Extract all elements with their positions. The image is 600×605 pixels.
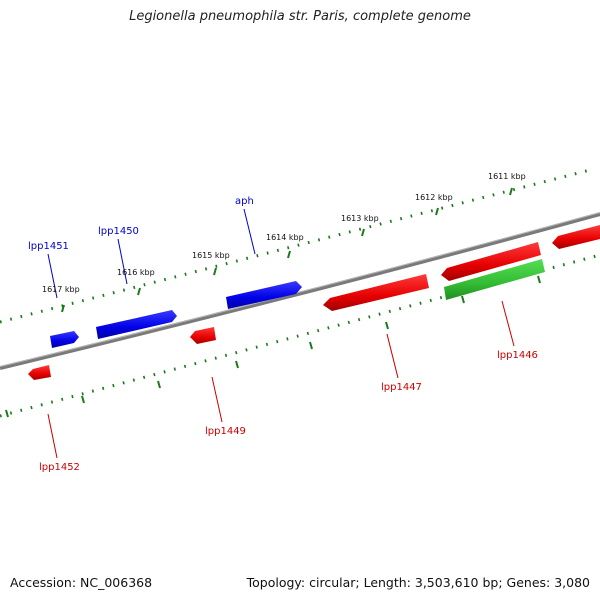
major-tick-1613	[361, 228, 365, 237]
upper-minor-ticks	[0, 168, 591, 324]
forward-genes	[50, 281, 302, 348]
leader-lpp1447	[386, 333, 399, 379]
lower-major-tick-b	[461, 295, 465, 304]
lower-major-tick-g	[81, 395, 85, 404]
major-tick-1614	[287, 250, 291, 259]
gene-labels: aph lpp1450 lpp1451 lpp1446 lpp1447 lpp1…	[28, 196, 538, 473]
scale-label-1611: 1611 kbp	[488, 172, 526, 181]
lower-major-tick-a	[537, 275, 541, 284]
leader-lpp1446	[501, 300, 515, 347]
leader-lpp1450	[117, 238, 128, 285]
lower-major-tick-d	[309, 341, 313, 350]
gene-lpp1452[interactable]	[28, 365, 51, 380]
leader-lpp1451	[47, 253, 58, 299]
leader-lpp1452	[47, 413, 58, 459]
leader-lines	[47, 208, 515, 459]
lower-major-tick-c	[385, 321, 389, 330]
scale-label-1617: 1617 kbp	[42, 285, 80, 294]
label-lpp1447[interactable]: lpp1447	[381, 382, 422, 393]
scale-label-1614: 1614 kbp	[266, 233, 304, 242]
gene-aph[interactable]	[226, 281, 302, 309]
upper-tick-track	[0, 168, 591, 324]
map-title: Legionella pneumophila str. Paris, compl…	[129, 9, 471, 24]
gene-lpp1450[interactable]	[96, 310, 177, 339]
major-tick-1616	[137, 287, 141, 296]
scale-label-1616: 1616 kbp	[117, 268, 155, 277]
lower-major-tick-f	[157, 380, 161, 389]
accession-text: Accession: NC_006368	[10, 575, 153, 590]
genome-backbone-highlight	[0, 212, 600, 367]
lower-tick-track	[0, 253, 600, 418]
major-tick-1617	[61, 304, 65, 313]
genome-backbone	[0, 212, 600, 370]
lower-major-tick-h	[5, 409, 9, 418]
scale-label-1612: 1612 kbp	[415, 193, 453, 202]
label-aph[interactable]: aph	[235, 196, 254, 207]
leader-aph	[243, 208, 256, 255]
gene-lpp1449[interactable]	[190, 327, 216, 344]
major-tick-1612	[435, 207, 439, 216]
gene-lpp1446-rna[interactable]	[444, 259, 545, 300]
gene-lpp1446-upper[interactable]	[441, 242, 541, 281]
reverse-genes	[28, 225, 600, 380]
scale-labels: 1611 kbp 1612 kbp 1613 kbp 1614 kbp 1615…	[42, 172, 526, 294]
gene-lpp1451[interactable]	[50, 331, 79, 348]
label-lpp1446[interactable]: lpp1446	[497, 350, 538, 361]
gene-lpp1447[interactable]	[323, 274, 429, 311]
genome-summary-text: Topology: circular; Length: 3,503,610 bp…	[246, 575, 590, 590]
major-tick-1611	[509, 187, 513, 196]
scale-label-1613: 1613 kbp	[341, 214, 379, 223]
label-lpp1450[interactable]: lpp1450	[98, 226, 139, 237]
label-lpp1452[interactable]: lpp1452	[39, 462, 80, 473]
gene-partial-right[interactable]	[552, 225, 600, 249]
lower-major-tick-e	[235, 360, 239, 369]
label-lpp1449[interactable]: lpp1449	[205, 426, 246, 437]
leader-lpp1449	[211, 376, 223, 423]
major-tick-1615	[213, 267, 217, 276]
scale-label-1615: 1615 kbp	[192, 251, 230, 260]
label-lpp1451[interactable]: lpp1451	[28, 241, 69, 252]
